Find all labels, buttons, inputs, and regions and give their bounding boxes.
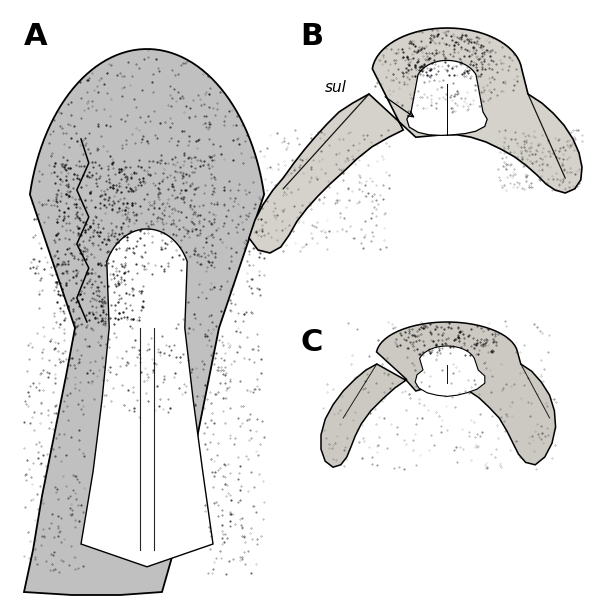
Polygon shape — [321, 322, 556, 467]
Text: A: A — [24, 22, 47, 51]
Polygon shape — [81, 229, 213, 567]
Text: sul: sul — [325, 80, 347, 95]
Polygon shape — [407, 60, 487, 136]
Text: B: B — [300, 22, 323, 51]
Text: C: C — [300, 328, 322, 357]
Polygon shape — [249, 28, 582, 253]
Polygon shape — [415, 346, 485, 396]
Polygon shape — [24, 49, 264, 595]
